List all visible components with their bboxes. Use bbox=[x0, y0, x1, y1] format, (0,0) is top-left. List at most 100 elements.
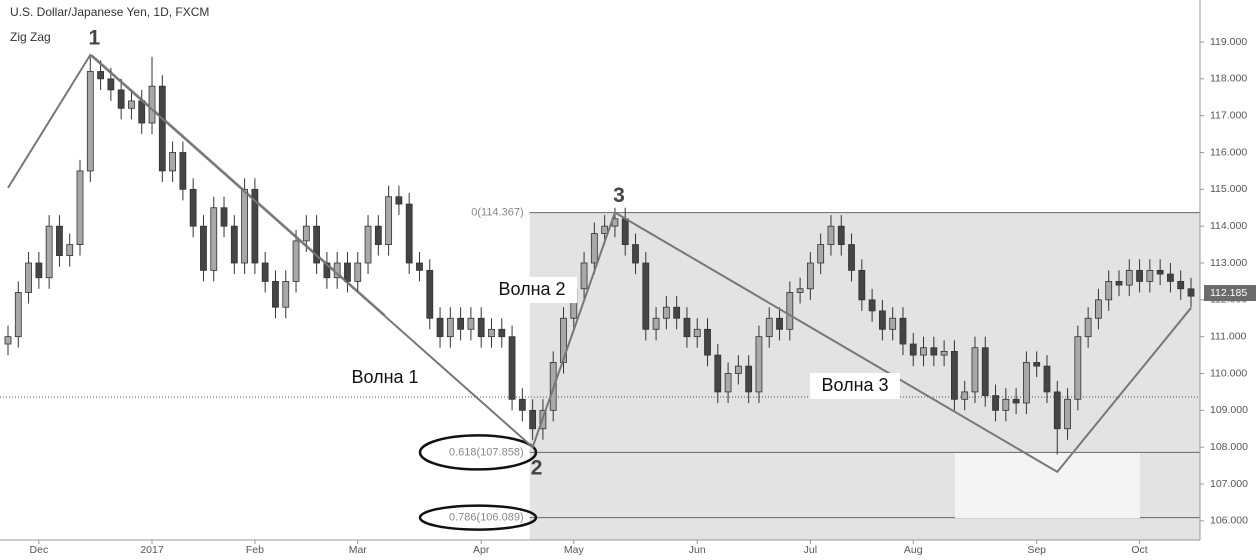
x-tick-label: May bbox=[564, 544, 585, 556]
candle-body bbox=[344, 262, 351, 282]
candle-body bbox=[1095, 299, 1102, 319]
candle-body bbox=[86, 71, 94, 172]
candle-body bbox=[776, 317, 783, 330]
candle-body bbox=[560, 317, 567, 363]
candle-body bbox=[786, 292, 794, 330]
candle-body bbox=[734, 365, 742, 374]
y-tick-label: 116.000 bbox=[1210, 146, 1247, 158]
candle-body bbox=[683, 317, 691, 338]
candle-body bbox=[457, 317, 465, 330]
y-tick-label: 108.000 bbox=[1210, 441, 1248, 453]
last-price-tag bbox=[1204, 285, 1256, 302]
y-tick-label: 114.000 bbox=[1210, 220, 1247, 232]
candle-body bbox=[590, 233, 598, 264]
wave-point-label: 1 bbox=[88, 26, 100, 49]
candle-body bbox=[755, 336, 763, 393]
candle-body bbox=[251, 188, 259, 264]
fib-level-label: 0(114.367) bbox=[471, 207, 523, 219]
candle-body bbox=[1043, 365, 1051, 393]
candle-body bbox=[220, 207, 228, 227]
candle-body bbox=[1105, 281, 1113, 301]
candle-body bbox=[878, 310, 886, 330]
candle-body bbox=[868, 299, 876, 312]
candle-body bbox=[138, 100, 146, 124]
candle-body bbox=[169, 152, 176, 172]
candle-body bbox=[796, 288, 804, 293]
candle-body bbox=[56, 225, 63, 257]
candle-body bbox=[436, 317, 444, 338]
candle-body bbox=[673, 306, 681, 319]
x-tick-label: Apr bbox=[473, 544, 490, 556]
candle-body bbox=[200, 225, 207, 271]
indicator-name: Zig Zag bbox=[10, 30, 51, 44]
candle-body bbox=[488, 328, 495, 338]
candle-body bbox=[405, 203, 413, 264]
candle-body bbox=[930, 347, 938, 356]
candle-body bbox=[45, 225, 53, 279]
candle-body bbox=[704, 328, 711, 356]
x-tick-label: Dec bbox=[30, 544, 49, 556]
candle-body bbox=[940, 351, 948, 356]
candle-body bbox=[97, 71, 104, 80]
candle-body bbox=[128, 100, 135, 109]
candle-body bbox=[158, 85, 166, 172]
candle-body bbox=[889, 317, 897, 330]
candle-body bbox=[806, 262, 814, 290]
annotation-bg bbox=[810, 373, 900, 399]
candle-body bbox=[117, 89, 125, 109]
x-tick-label: 2017 bbox=[140, 544, 164, 556]
candle-body bbox=[292, 240, 300, 282]
candle-body bbox=[745, 365, 753, 393]
candle-body bbox=[724, 373, 732, 393]
candle-body bbox=[210, 207, 218, 271]
x-tick-label: Jun bbox=[689, 544, 706, 556]
candle-body bbox=[580, 262, 588, 290]
candle-body bbox=[354, 262, 362, 282]
candle-body bbox=[971, 347, 979, 393]
candle-body bbox=[693, 328, 701, 338]
annotation-bg bbox=[487, 277, 577, 303]
candle-body bbox=[416, 262, 423, 271]
candle-body bbox=[1012, 398, 1020, 404]
candle-body bbox=[1136, 269, 1143, 282]
candle-body bbox=[1177, 281, 1185, 290]
last-price-label: 112.185 bbox=[1210, 287, 1247, 299]
y-tick-label: 119.000 bbox=[1210, 36, 1247, 48]
candle-body bbox=[35, 262, 43, 279]
candle-body bbox=[76, 170, 84, 245]
y-tick-label: 107.000 bbox=[1210, 478, 1248, 490]
candle-body bbox=[323, 262, 331, 279]
zigzag-line bbox=[7, 53, 1192, 474]
annotation: Волна 1 bbox=[351, 367, 418, 387]
candle-body bbox=[1053, 391, 1061, 430]
candle-body bbox=[765, 317, 773, 338]
candle-body bbox=[899, 317, 907, 345]
candle-body bbox=[1167, 273, 1174, 282]
y-tick-label: 113.000 bbox=[1210, 257, 1247, 269]
candle-body bbox=[272, 281, 279, 308]
candle-body bbox=[1187, 288, 1195, 297]
highlight-box bbox=[955, 453, 1140, 518]
x-tick-label: Mar bbox=[349, 544, 368, 556]
y-tick-label: 110.000 bbox=[1210, 367, 1247, 379]
candle-body bbox=[909, 343, 917, 356]
candle-body bbox=[1156, 269, 1164, 275]
candle-body bbox=[230, 225, 238, 264]
candle-body bbox=[662, 306, 670, 319]
candle-body bbox=[817, 244, 825, 264]
candle-body bbox=[426, 269, 434, 319]
fib-level-label: 0.618(107.858) bbox=[449, 446, 524, 458]
candle-body bbox=[107, 78, 115, 91]
x-tick-label: Aug bbox=[904, 544, 923, 556]
candle-body bbox=[642, 262, 650, 330]
annotation: Волна 2 bbox=[498, 279, 565, 299]
candle-body bbox=[848, 244, 855, 271]
candle-body bbox=[498, 328, 506, 338]
x-tick-label: Feb bbox=[246, 544, 264, 556]
candle-body bbox=[1084, 317, 1092, 338]
candle-body bbox=[858, 269, 866, 301]
candle-body bbox=[837, 225, 845, 245]
candle-body bbox=[374, 225, 382, 245]
candle-body bbox=[652, 317, 660, 330]
